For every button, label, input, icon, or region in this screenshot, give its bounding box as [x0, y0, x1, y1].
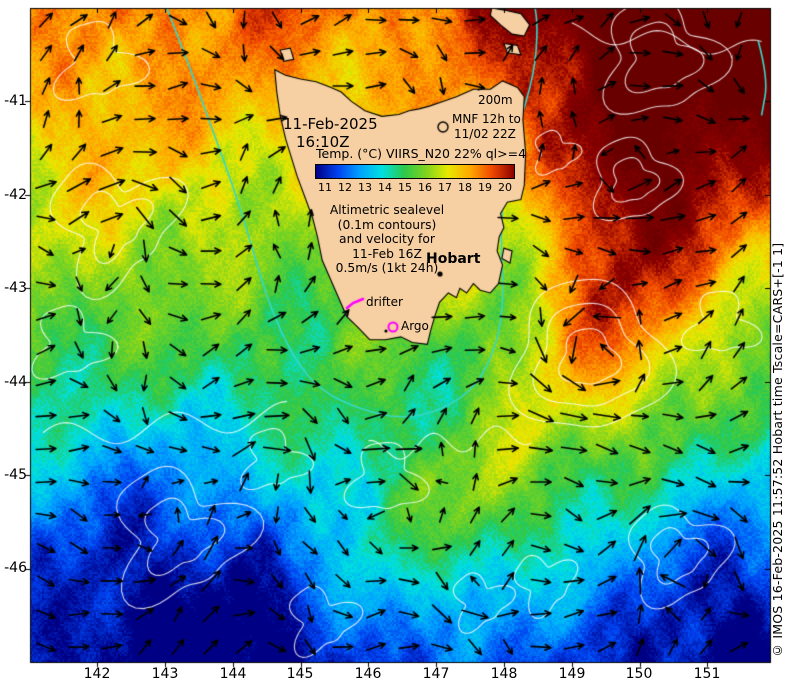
colorbar-tick: 14	[375, 181, 395, 194]
x-tick-150: 150	[619, 666, 659, 682]
mnf-label-line2: 11/02 22Z	[454, 127, 516, 141]
colorbar-tick: 18	[455, 181, 475, 194]
credit-text: © IMOS 16-Feb-2025 11:57:52 Hobart time …	[770, 240, 794, 660]
sst-map-page: 11-Feb-2025 16:10Z 200m MNF 12h to 11/02…	[0, 0, 800, 700]
colorbar-tick: 17	[435, 181, 455, 194]
colorbar-tick: 12	[335, 181, 355, 194]
city-label-hobart: Hobart	[426, 251, 480, 267]
x-tick-149: 149	[552, 666, 592, 682]
depth-contour-label: 200m	[478, 93, 513, 107]
y-tick-m44: -44	[1, 374, 27, 390]
x-tick-151: 151	[687, 666, 727, 682]
colorbar-tick: 15	[395, 181, 415, 194]
y-tick-m46: -46	[1, 560, 27, 576]
date-label: 11-Feb-2025	[283, 115, 378, 133]
x-tick-144: 144	[213, 666, 253, 682]
argo-label: Argo	[401, 319, 429, 333]
x-tick-143: 143	[145, 666, 185, 682]
colorbar-tick: 11	[315, 181, 335, 194]
colorbar-tick: 19	[475, 181, 495, 194]
x-tick-147: 147	[416, 666, 456, 682]
y-tick-m41: -41	[1, 93, 27, 109]
colorbar-tick: 16	[415, 181, 435, 194]
x-tick-146: 146	[348, 666, 388, 682]
sst-map-canvas	[0, 0, 800, 700]
colorbar-title: Temp. (°C) VIIRS_N20 22% ql>=4	[316, 146, 526, 161]
y-tick-m45: -45	[1, 467, 27, 483]
legend-line: (0.1m contours)	[327, 218, 447, 233]
colorbar-tick: 13	[355, 181, 375, 194]
x-tick-142: 142	[77, 666, 117, 682]
colorbar-tick: 20	[495, 181, 515, 194]
y-tick-m43: -43	[1, 280, 27, 296]
legend-line: Altimetric sealevel	[327, 203, 447, 218]
legend-line: and velocity for	[327, 232, 447, 247]
x-tick-148: 148	[484, 666, 524, 682]
colorbar	[315, 164, 515, 179]
y-tick-m42: -42	[1, 187, 27, 203]
mnf-label-line1: MNF 12h to	[452, 112, 521, 126]
colorbar-tick-labels: 11 12 13 14 15 16 17 18 19 20	[315, 181, 515, 194]
x-tick-145: 145	[280, 666, 320, 682]
drifter-label: drifter	[366, 295, 403, 309]
